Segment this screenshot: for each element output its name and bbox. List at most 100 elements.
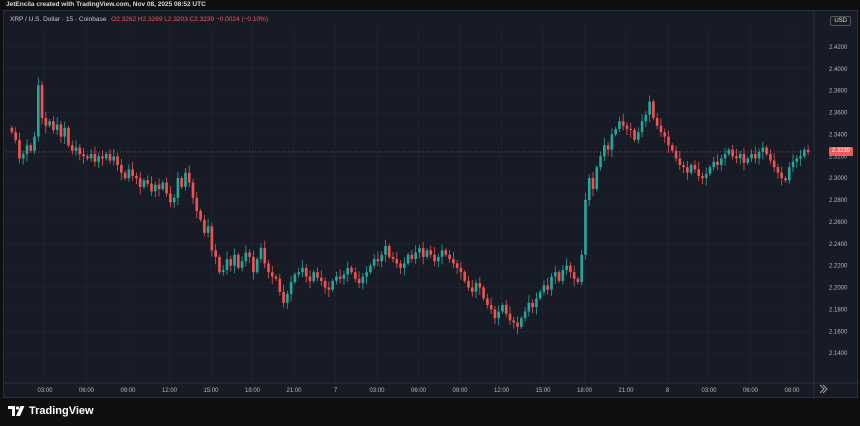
footer: TradingView	[0, 398, 860, 426]
candle-body	[757, 151, 761, 159]
candle-body	[221, 270, 225, 273]
candlestick-chart[interactable]: 2.1400 2.1600 2.1800 2.2000 2.2200 2.2400 2.26…	[4, 11, 859, 399]
candle-body	[636, 132, 640, 140]
currency-button[interactable]: USD	[830, 16, 851, 26]
candle-body	[470, 287, 474, 292]
candle-body	[504, 305, 508, 314]
candle-body	[799, 156, 802, 159]
candle-body	[546, 285, 550, 290]
candle-body	[618, 121, 621, 129]
candle-body	[648, 101, 651, 115]
candle-body	[678, 158, 682, 165]
x-tick-label: 08:00	[784, 388, 800, 394]
candle-body	[82, 154, 85, 157]
candle-body	[701, 175, 704, 179]
candle-body	[776, 167, 780, 173]
candle-body	[131, 169, 134, 176]
candle-body	[36, 85, 40, 137]
candle-body	[659, 125, 663, 133]
y-tick-label: 2.3400	[829, 132, 848, 138]
candle-body	[353, 272, 357, 279]
candle-body	[342, 274, 346, 279]
candle-body	[553, 272, 557, 277]
candle-body	[263, 248, 267, 264]
candle-body	[463, 272, 467, 281]
candle-body	[320, 277, 323, 281]
candle-body	[236, 254, 240, 268]
y-tick-label: 2.2800	[829, 198, 848, 204]
candle-body	[769, 154, 772, 161]
tradingview-logo[interactable]: TradingView	[8, 405, 94, 417]
candle-body	[750, 154, 753, 159]
candle-body	[591, 178, 595, 190]
credit-text: JetEncila created with TradingView.com, …	[6, 1, 206, 8]
candle-body	[18, 139, 21, 159]
candle-body	[693, 165, 697, 170]
candle-body	[595, 167, 599, 190]
candle-body	[663, 132, 667, 137]
candle-body	[146, 180, 150, 184]
candle-body	[746, 158, 750, 163]
candle-body	[403, 263, 406, 268]
candle-body	[440, 250, 444, 257]
candle-body	[520, 318, 523, 327]
candle-body	[640, 121, 644, 133]
x-tick-label: 09:00	[120, 388, 136, 394]
candle-body	[10, 127, 14, 133]
candle-body	[433, 254, 436, 262]
candle-body	[535, 298, 538, 308]
symbol-title: XRP / U.S. Dollar · 15 · Coinbase	[10, 16, 107, 23]
candle-body	[286, 294, 289, 303]
candle-body	[335, 276, 338, 281]
scroll-to-realtime-icon[interactable]	[817, 383, 829, 395]
candle-body	[395, 259, 399, 264]
brand-name: TradingView	[29, 405, 94, 417]
candle-body	[63, 127, 67, 137]
candle-body	[425, 250, 429, 257]
x-tick-label: 06:00	[743, 388, 759, 394]
candle-body	[153, 184, 157, 192]
candle-body	[569, 265, 572, 273]
candle-body	[165, 182, 168, 194]
candle-body	[21, 154, 25, 159]
candle-body	[44, 117, 48, 126]
current-price-tag: 2.3239	[829, 147, 853, 157]
candle-body	[421, 248, 425, 257]
chart-panel[interactable]: 2.1400 2.1600 2.1800 2.2000 2.2200 2.2400 2.26…	[3, 10, 859, 399]
candle-body	[172, 197, 176, 203]
candle-body	[731, 149, 734, 157]
candle-body	[606, 145, 610, 150]
candle-body	[512, 320, 516, 323]
x-tick-label: 12:00	[494, 388, 510, 394]
candle-body	[565, 265, 568, 270]
candle-body	[629, 128, 633, 130]
candle-body	[689, 165, 693, 173]
candle-body	[772, 160, 776, 168]
candle-body	[338, 276, 342, 279]
candle-body	[444, 250, 448, 255]
candle-body	[497, 311, 500, 319]
candle-body	[112, 156, 116, 161]
candle-body	[101, 156, 104, 159]
candle-body	[780, 172, 784, 179]
candle-body	[406, 254, 410, 264]
candle-body	[489, 305, 493, 310]
candle-body	[304, 267, 308, 277]
candle-body	[187, 172, 191, 183]
candle-body	[697, 169, 700, 176]
candle-body	[180, 178, 184, 187]
candle-body	[550, 276, 553, 290]
candle-body	[255, 259, 259, 273]
candle-body	[259, 248, 263, 260]
candle-body	[116, 156, 119, 165]
candle-body	[327, 287, 331, 290]
candle-body	[123, 172, 127, 179]
candle-body	[289, 282, 293, 295]
candle-body	[346, 267, 350, 275]
x-tick-label: 03:00	[701, 388, 717, 394]
candle-body	[78, 147, 82, 155]
candle-body	[708, 167, 712, 174]
candle-body	[312, 272, 316, 281]
candle-body	[331, 280, 334, 290]
candle-body	[55, 124, 59, 130]
